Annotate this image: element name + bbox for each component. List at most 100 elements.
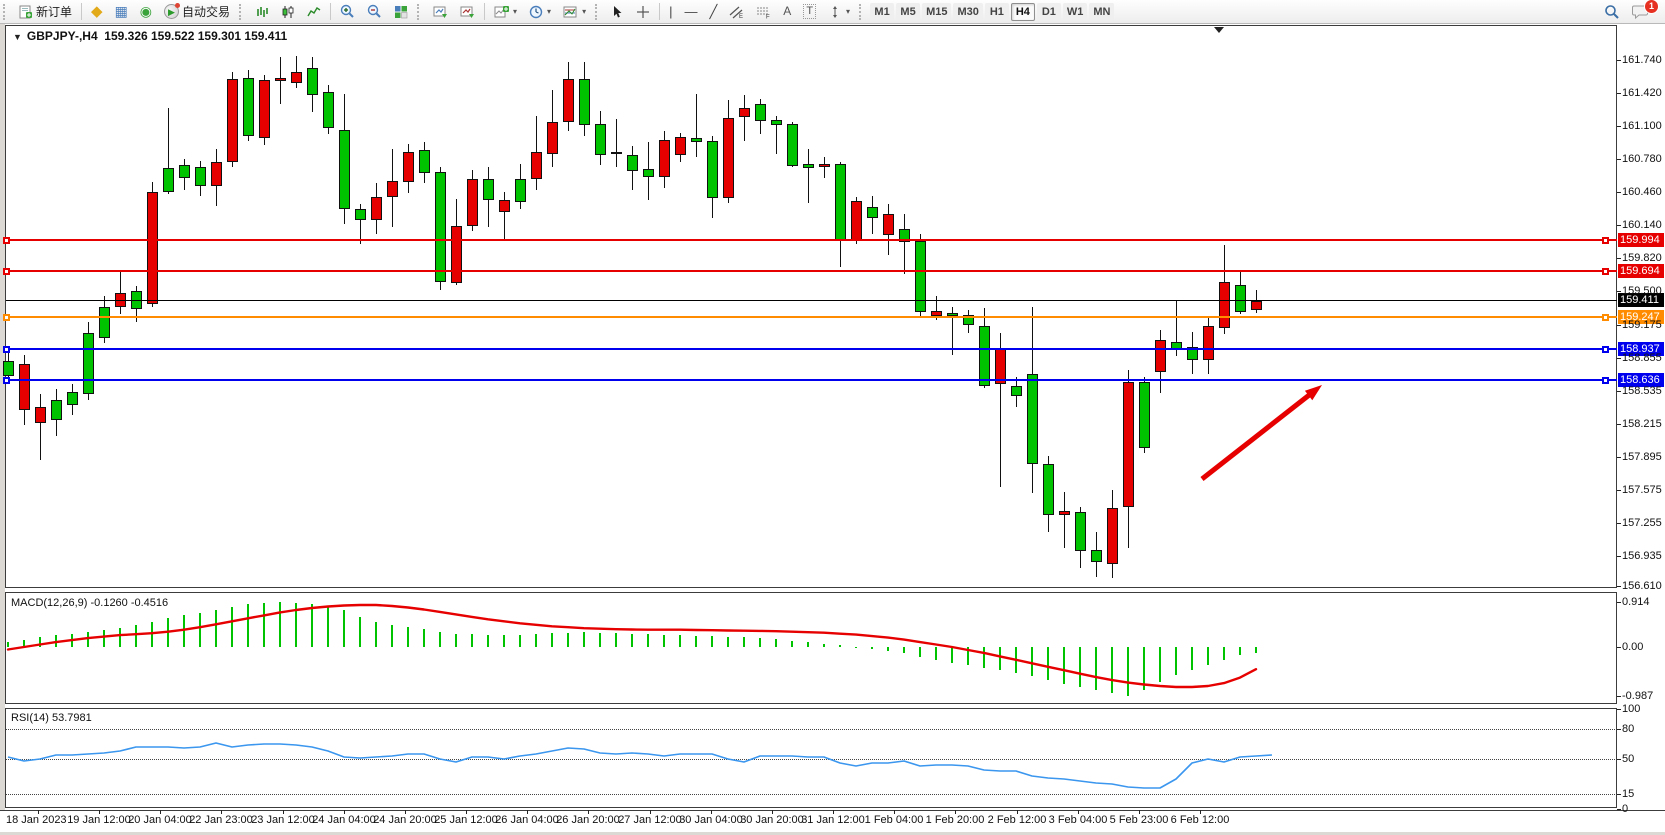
- hline-drag-handle[interactable]: [1602, 346, 1609, 353]
- time-axis-label[interactable]: 27 Jan 12:00: [618, 814, 682, 826]
- hline-drag-handle[interactable]: [3, 314, 10, 321]
- navigator-button[interactable]: ◉: [135, 2, 157, 22]
- notifications-button[interactable]: 1: [1627, 0, 1659, 22]
- timeframe-w1-button[interactable]: W1: [1062, 2, 1088, 21]
- timeframe-d1-button[interactable]: D1: [1036, 2, 1061, 21]
- time-axis-label[interactable]: 1 Feb 20:00: [925, 814, 985, 826]
- profiles-button[interactable]: [455, 2, 480, 22]
- channel-tool-button[interactable]: E: [724, 2, 749, 22]
- candlestick-mode-button[interactable]: [276, 2, 300, 22]
- hline-drag-handle[interactable]: [3, 377, 10, 384]
- timeframe-m5-button[interactable]: M5: [896, 2, 921, 21]
- time-axis-label[interactable]: 26 Jan 20:00: [556, 814, 620, 826]
- autotrading-button[interactable]: ▶ 自动交易: [159, 2, 235, 22]
- timeframe-m30-button[interactable]: M30: [953, 2, 983, 21]
- horizontal-line-object[interactable]: [6, 270, 1617, 272]
- templates-button[interactable]: ▾: [558, 2, 591, 22]
- horizontal-line-object[interactable]: [6, 316, 1617, 318]
- periods-button[interactable]: ▾: [524, 2, 556, 22]
- hline-drag-handle[interactable]: [3, 237, 10, 244]
- time-axis-label[interactable]: 22 Jan 23:00: [189, 814, 253, 826]
- macd-histogram-bar: [1191, 647, 1193, 671]
- toolbar-drag-handle[interactable]: [3, 3, 10, 20]
- horizontal-line-object[interactable]: [6, 348, 1617, 350]
- time-axis-label[interactable]: 30 Jan 04:00: [679, 814, 743, 826]
- indicators-button[interactable]: ▾: [489, 2, 522, 22]
- hline-drag-handle[interactable]: [3, 346, 10, 353]
- rsi-name: RSI(14): [11, 712, 49, 724]
- time-axis-label[interactable]: 6 Feb 12:00: [1170, 814, 1230, 826]
- time-axis-label[interactable]: 31 Jan 12:00: [801, 814, 865, 826]
- zoom-out-button[interactable]: [362, 2, 387, 22]
- chart-shift-marker[interactable]: [1214, 27, 1224, 33]
- price-axis-strip[interactable]: [1617, 25, 1665, 810]
- time-axis-label[interactable]: 30 Jan 20:00: [740, 814, 804, 826]
- time-axis-label[interactable]: 1 Feb 04:00: [864, 814, 924, 826]
- price-axis-tick-label: 161.420: [1622, 87, 1662, 99]
- one-click-collapse-icon[interactable]: ▼: [13, 32, 22, 42]
- toolbar-drag-handle[interactable]: [595, 3, 602, 20]
- market-watch-button[interactable]: ◆: [86, 2, 108, 22]
- candle-body: [371, 197, 382, 220]
- time-axis-label[interactable]: 3 Feb 04:00: [1048, 814, 1108, 826]
- time-axis-tick: [38, 810, 39, 814]
- crosshair-tool-button[interactable]: [631, 2, 655, 22]
- trendline-tool-button[interactable]: ╱: [704, 2, 722, 22]
- tile-windows-button[interactable]: [389, 2, 413, 22]
- timeframe-h4-button[interactable]: H4: [1010, 2, 1035, 21]
- time-axis-label[interactable]: 26 Jan 04:00: [495, 814, 559, 826]
- macd-histogram-bar: [503, 635, 505, 647]
- macd-histogram-bar: [775, 639, 777, 647]
- time-axis-strip[interactable]: [0, 810, 1665, 832]
- hline-drag-handle[interactable]: [1602, 268, 1609, 275]
- time-axis-label[interactable]: 25 Jan 12:00: [434, 814, 498, 826]
- time-axis-label[interactable]: 20 Jan 04:00: [128, 814, 192, 826]
- macd-histogram-bar: [183, 614, 185, 647]
- hline-drag-handle[interactable]: [3, 268, 10, 275]
- text-tool-button[interactable]: A: [778, 2, 796, 22]
- hline-drag-handle[interactable]: [1602, 237, 1609, 244]
- bar-chart-mode-button[interactable]: [250, 2, 274, 22]
- time-axis-label[interactable]: 24 Jan 04:00: [312, 814, 376, 826]
- zoom-in-button[interactable]: [335, 2, 360, 22]
- horizontal-line-tool-button[interactable]: —: [679, 2, 702, 22]
- timeframe-m15-button[interactable]: M15: [922, 2, 952, 21]
- main-chart-panel[interactable]: [5, 25, 1617, 588]
- arrows-tool-button[interactable]: ▾: [823, 2, 855, 22]
- timeframe-m1-button[interactable]: M1: [870, 2, 895, 21]
- hline-drag-handle[interactable]: [1602, 377, 1609, 384]
- candle-wick: [1000, 332, 1001, 488]
- time-axis-label[interactable]: 5 Feb 23:00: [1109, 814, 1169, 826]
- text-label-tool-button[interactable]: T: [798, 2, 821, 22]
- search-button[interactable]: [1599, 2, 1625, 22]
- timeframe-mn-button[interactable]: MN: [1089, 2, 1115, 21]
- time-axis-tick: [833, 810, 834, 814]
- new-chart-button[interactable]: [428, 2, 453, 22]
- toolbar-drag-handle[interactable]: [239, 3, 246, 20]
- time-axis-label[interactable]: 24 Jan 20:00: [373, 814, 437, 826]
- time-axis-label[interactable]: 23 Jan 12:00: [251, 814, 315, 826]
- trend-arrow-annotation[interactable]: [1200, 385, 1322, 481]
- price-axis-tick: [1617, 192, 1621, 193]
- horizontal-line-object[interactable]: [6, 239, 1617, 241]
- time-axis-label[interactable]: 18 Jan 2023: [6, 814, 67, 826]
- toolbar-drag-handle[interactable]: [417, 3, 424, 20]
- data-window-button[interactable]: ▦: [110, 2, 133, 22]
- timeframe-h1-button[interactable]: H1: [984, 2, 1009, 21]
- hline-drag-handle[interactable]: [1602, 314, 1609, 321]
- horizontal-line-object[interactable]: [6, 379, 1617, 381]
- candle-body: [675, 137, 686, 155]
- rsi-axis-tick: [1617, 759, 1621, 760]
- macd-histogram-bar: [951, 647, 953, 663]
- macd-histogram-bar: [263, 602, 265, 647]
- time-axis-label[interactable]: 2 Feb 12:00: [987, 814, 1047, 826]
- indicators-icon: [494, 5, 510, 17]
- cursor-tool-button[interactable]: [606, 2, 629, 22]
- new-order-button[interactable]: 新订单: [14, 2, 77, 22]
- fibonacci-tool-button[interactable]: F: [751, 2, 776, 22]
- line-chart-mode-button[interactable]: [302, 2, 326, 22]
- text-icon: A: [783, 4, 792, 18]
- toolbar-drag-handle[interactable]: [859, 3, 866, 20]
- vertical-line-tool-button[interactable]: |: [664, 2, 677, 22]
- time-axis-label[interactable]: 19 Jan 12:00: [67, 814, 131, 826]
